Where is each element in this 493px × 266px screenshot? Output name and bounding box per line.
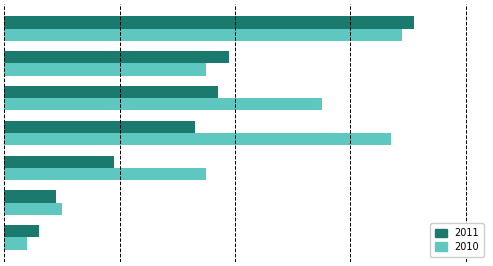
Bar <box>4 190 56 203</box>
Bar <box>4 238 27 250</box>
Bar <box>4 225 39 238</box>
Bar <box>4 203 62 215</box>
Bar <box>4 51 229 63</box>
Bar <box>4 63 206 76</box>
Bar <box>4 98 321 110</box>
Bar <box>4 28 402 41</box>
Bar <box>4 133 391 145</box>
Bar <box>4 156 114 168</box>
Bar <box>4 168 206 180</box>
Legend: 2011, 2010: 2011, 2010 <box>430 223 484 257</box>
Bar <box>4 121 195 133</box>
Bar <box>4 86 217 98</box>
Bar <box>4 16 414 28</box>
